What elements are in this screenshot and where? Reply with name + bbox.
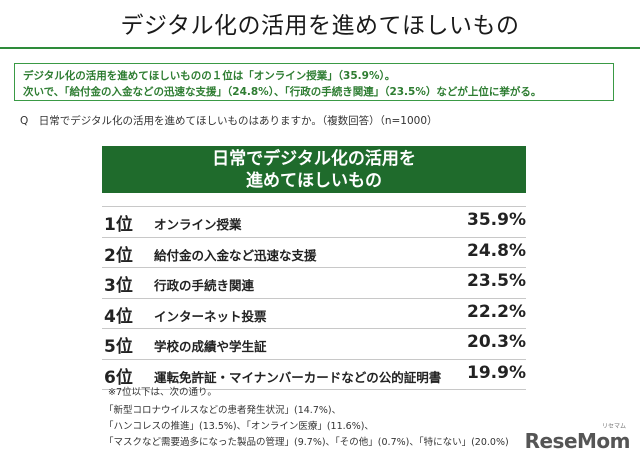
ranking-table-header: 日常でデジタル化の活用を 進めてほしいもの [102, 146, 526, 193]
summary-box: デジタル化の活用を進めてほしいものの１位は「オンライン授業」（35.9%）。 次… [14, 63, 614, 101]
item-label: 給付金の入金など迅速な支援 [154, 247, 317, 263]
item-label: オンライン授業 [154, 217, 242, 232]
summary-line-2: 次いで、「給付金の入金などの迅速な支援」（24.8%）、「行政の手続き関連」（2… [23, 86, 542, 98]
header-line-1: 日常でデジタル化の活用を [212, 149, 416, 169]
item-label: インターネット投票 [154, 308, 267, 324]
table-row: 2位 給付金の入金など迅速な支援 24.8% [102, 238, 526, 268]
rank-label: 6位 [104, 367, 133, 388]
table-row: 4位 インターネット投票 22.2% [102, 299, 526, 329]
table-row: 3位 行政の手続き関連 23.5% [102, 268, 526, 299]
page-title: デジタル化の活用を進めてほしいもの [120, 13, 520, 39]
footnote-line-2: 「ハンコレスの推進」(13.5%)、「オンライン医療」(11.6%)、 [104, 421, 374, 432]
percent-value: 19.9% [467, 362, 526, 383]
rank-label: 3位 [104, 276, 133, 296]
survey-question: Q 日常でデジタル化の活用を進めてほしいものはありますか。（複数回答）（n=10… [20, 115, 438, 127]
header-line-2: 進めてほしいもの [246, 171, 382, 191]
summary-line-1: デジタル化の活用を進めてほしいものの１位は「オンライン授業」（35.9%）。 [23, 70, 396, 82]
footnote-line-1: 「新型コロナウイルスなどの患者発生状況」(14.7%)、 [104, 405, 342, 416]
percent-value: 22.2% [467, 301, 526, 322]
rank-label: 2位 [104, 245, 133, 266]
resemom-logo: ReseMom [524, 429, 631, 453]
percent-value: 20.3% [467, 332, 526, 352]
rank-label: 4位 [104, 306, 133, 327]
item-label: 学校の成績や学生証 [154, 339, 267, 354]
percent-value: 35.9% [467, 210, 526, 230]
percent-value: 23.5% [467, 271, 526, 291]
footnote-heading: ※7位以下は、次の通り。 [108, 387, 217, 398]
rank-label: 1位 [104, 215, 133, 235]
table-row: 1位 オンライン授業 35.9% [102, 206, 526, 238]
table-row: 5位 学校の成績や学生証 20.3% [102, 329, 526, 360]
rank-label: 5位 [104, 337, 133, 357]
title-divider [0, 47, 640, 49]
ranking-table: 1位 オンライン授業 35.9% 2位 給付金の入金など迅速な支援 24.8% … [102, 206, 526, 390]
table-row: 6位 運転免許証・マイナンバーカードなどの公的証明書 19.9% [102, 360, 526, 390]
logo-subtext: リセマム [601, 423, 626, 430]
footnote-line-3: 「マスクなど需要過多になった製品の管理」(9.7%)、「その他」(0.7%)、「… [104, 437, 509, 448]
item-label: 運転免許証・マイナンバーカードなどの公的証明書 [154, 369, 442, 385]
percent-value: 24.8% [467, 240, 526, 261]
item-label: 行政の手続き関連 [154, 278, 255, 293]
